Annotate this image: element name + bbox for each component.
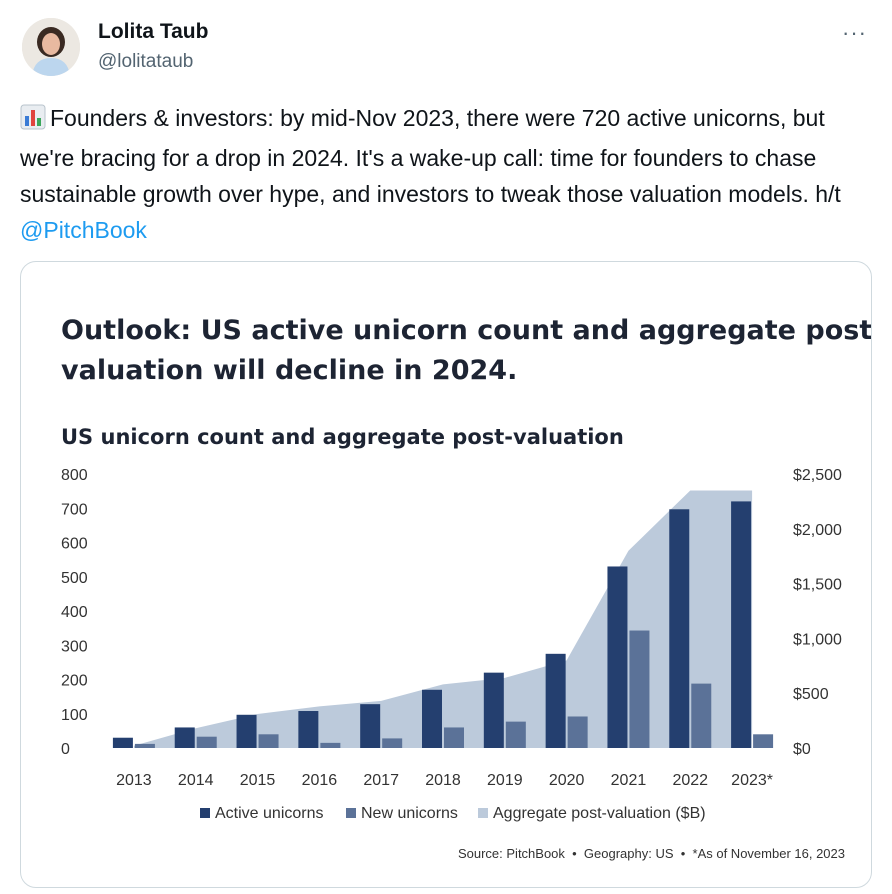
bar-active-2016	[298, 711, 319, 748]
bar-new-2013	[134, 743, 155, 748]
x-tick-label: 2020	[549, 772, 585, 789]
avatar[interactable]	[22, 18, 80, 76]
legend-label-new: New unicorns	[361, 805, 458, 822]
bar-new-2014	[196, 736, 217, 748]
author-handle[interactable]: @lolitataub	[98, 51, 194, 72]
x-tick-label: 2022	[672, 772, 708, 789]
y-left-tick-label: 800	[61, 467, 88, 484]
x-tick-label: 2017	[363, 772, 399, 789]
bar-active-2022	[669, 509, 690, 748]
media-card[interactable]: Outlook: US active unicorn count and agg…	[20, 261, 872, 888]
y-left-tick-label: 700	[61, 501, 88, 518]
y-left-tick-label: 300	[61, 638, 88, 655]
y-left-tick-label: 100	[61, 707, 88, 724]
bar-active-2020	[545, 653, 566, 748]
bar-active-2019	[483, 672, 504, 748]
y-left-tick-label: 500	[61, 570, 88, 587]
bar-new-2017	[382, 738, 403, 748]
x-tick-label: 2016	[302, 772, 338, 789]
bar-active-2017	[360, 704, 381, 748]
x-tick-label: 2021	[611, 772, 647, 789]
bar-new-2015	[258, 734, 279, 748]
bar-new-2021	[629, 630, 650, 748]
area-post-valuation	[133, 490, 753, 748]
y-left-tick-label: 400	[61, 604, 88, 621]
bar-new-2020	[567, 716, 588, 748]
bar-active-2021	[607, 566, 628, 748]
x-tick-label: 2014	[178, 772, 214, 789]
bar-active-2018	[422, 689, 442, 748]
y-left-tick-label: 600	[61, 536, 88, 553]
legend-label-area: Aggregate post-valuation ($B)	[493, 805, 706, 822]
x-tick-label: 2013	[116, 772, 152, 789]
y-left-tick-label: 0	[61, 741, 70, 758]
chart: Outlook: US active unicorn count and agg…	[61, 315, 871, 861]
author-name[interactable]: Lolita Taub	[98, 20, 209, 43]
avatar-image	[22, 18, 80, 76]
bar-new-2023*	[753, 734, 774, 748]
chart-title: US unicorn count and aggregate post-valu…	[61, 425, 624, 449]
tweet-body: Founders & investors: by mid-Nov 2023, t…	[20, 105, 841, 207]
more-options-icon[interactable]: ···	[842, 20, 867, 45]
chart-legend: Active unicorns New unicorns Aggregate p…	[200, 805, 706, 822]
chart-headline-line2: valuation will decline in 2024.	[61, 355, 517, 386]
legend-swatch-new	[346, 808, 356, 818]
mention-link[interactable]: @PitchBook	[20, 217, 147, 243]
legend-label-active: Active unicorns	[215, 805, 324, 822]
y-right-tick-label: $2,000	[793, 522, 842, 539]
x-tick-label: 2018	[425, 772, 461, 789]
y-left-tick-label: 200	[61, 673, 88, 690]
x-tick-label: 2015	[240, 772, 276, 789]
bar-new-2016	[320, 742, 341, 748]
y-right-tick-label: $1,000	[793, 631, 842, 648]
bar-active-2014	[174, 727, 195, 748]
bar-active-2013	[112, 737, 133, 748]
bar-new-2022	[691, 683, 712, 748]
legend-swatch-active	[200, 808, 210, 818]
bar-new-2019	[505, 721, 526, 748]
tweet-text: Founders & investors: by mid-Nov 2023, t…	[20, 100, 872, 248]
bar-chart-icon	[20, 104, 46, 140]
chart-source: Source: PitchBook • Geography: US • *As …	[458, 846, 845, 861]
y-right-tick-label: $500	[793, 686, 829, 703]
legend-swatch-area	[478, 808, 488, 818]
bar-active-2015	[236, 714, 257, 748]
x-tick-label: 2019	[487, 772, 523, 789]
chart-headline-line1: Outlook: US active unicorn count and agg…	[61, 315, 871, 346]
y-right-tick-label: $0	[793, 741, 811, 758]
bar-active-2023*	[731, 501, 752, 748]
y-right-tick-label: $1,500	[793, 577, 842, 594]
x-tick-label: 2023*	[731, 772, 773, 789]
bar-new-2018	[444, 727, 464, 748]
y-right-tick-label: $2,500	[793, 467, 842, 484]
